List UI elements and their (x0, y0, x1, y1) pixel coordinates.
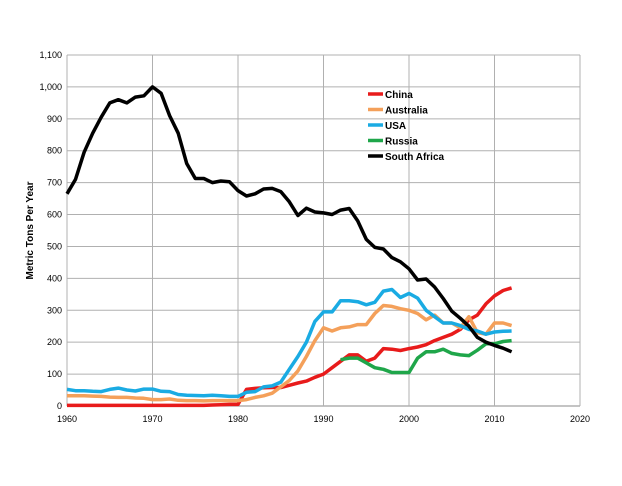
y-tick-label: 800 (47, 146, 62, 156)
legend-label: Russia (385, 137, 418, 148)
y-tick-label: 900 (47, 114, 62, 124)
y-tick-label: 100 (47, 369, 62, 379)
series-line-china (67, 286, 513, 408)
y-tick-label: 1,100 (39, 50, 62, 60)
series-line-usa (66, 287, 512, 399)
x-tick-label: 1960 (57, 414, 77, 424)
y-tick-label: 0 (57, 401, 62, 411)
legend-label: USA (385, 121, 406, 132)
legend-label: China (385, 90, 413, 101)
y-tick-label: 700 (47, 178, 62, 188)
y-tick-label: 200 (47, 337, 62, 347)
legend-label: South Africa (385, 152, 445, 163)
y-tick-label: 1,000 (39, 82, 62, 92)
x-tick-label: 2000 (399, 414, 419, 424)
x-tick-label: 2010 (484, 414, 504, 424)
x-tick-label: 1990 (313, 414, 333, 424)
y-tick-label: 400 (47, 273, 62, 283)
x-tick-label: 1980 (228, 414, 248, 424)
x-tick-label: 1970 (142, 414, 162, 424)
series-line-russia (340, 338, 512, 375)
series-line-south-africa (65, 85, 513, 354)
y-tick-label: 600 (47, 210, 62, 220)
y-axis-label: Metric Tons Per Year (25, 181, 36, 279)
x-tick-label: 2020 (570, 414, 590, 424)
y-tick-label: 300 (47, 305, 62, 315)
y-tick-label: 500 (47, 241, 62, 251)
legend-label: Australia (385, 106, 428, 117)
